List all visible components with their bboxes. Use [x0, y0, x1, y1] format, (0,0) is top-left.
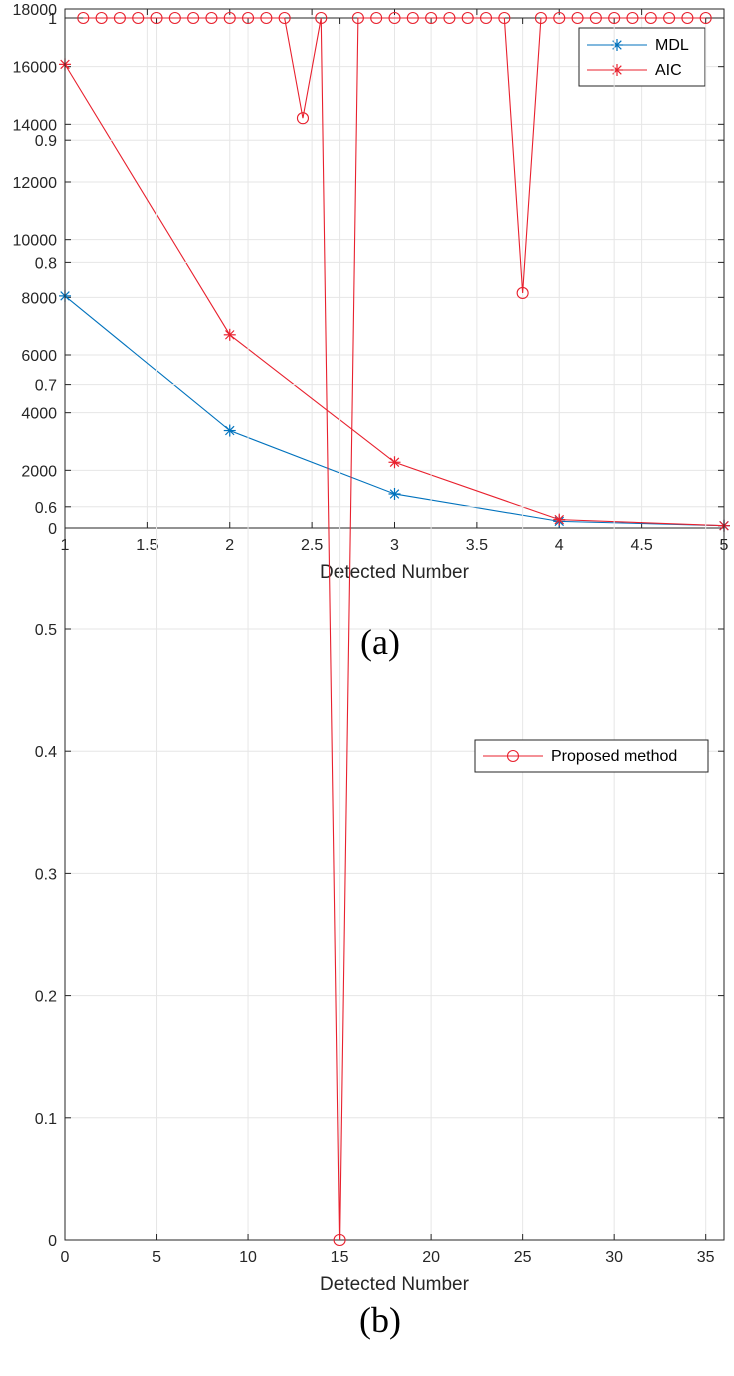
- x-tick-label: 30: [605, 1249, 623, 1266]
- x-tick-label: 2: [225, 537, 234, 554]
- y-tick-label: 0.5: [35, 622, 57, 639]
- chart-a: 1 1.5 2 2.5 3 3.5 4 4.5 502000400060008000100001…: [13, 2, 730, 583]
- x-tick-label: 35: [697, 1249, 715, 1266]
- data-point: [388, 487, 401, 500]
- data-point: [168, 11, 181, 25]
- data-point: [132, 11, 145, 25]
- data-point: [406, 11, 419, 25]
- y-tick-label: 0.8: [35, 255, 57, 272]
- data-point: [223, 328, 236, 341]
- y-tick-label: 0.2: [35, 989, 57, 1006]
- data-point: [113, 11, 126, 25]
- data-point: [516, 286, 529, 300]
- y-tick-label: 14000: [13, 117, 58, 134]
- legend-marker: [506, 749, 520, 763]
- x-tick-label: 4.5: [631, 537, 653, 554]
- legend: Proposed method: [474, 739, 709, 773]
- chart-b: 0 5 10 15 20 25 30 3500.10.20.30.40.50.60.70.80…: [35, 11, 725, 1295]
- data-point: [699, 11, 712, 25]
- y-tick-label: 4000: [21, 406, 57, 423]
- x-axis-label: Detected Number: [320, 1274, 470, 1295]
- legend: MDL AIC: [578, 27, 706, 87]
- data-point: [443, 11, 456, 25]
- y-tick-label: 0: [48, 1233, 57, 1250]
- data-point: [425, 11, 438, 25]
- data-point: [498, 11, 511, 25]
- data-point: [589, 11, 602, 25]
- data-point: [333, 1233, 346, 1247]
- data-point: [223, 11, 236, 25]
- y-tick-label: 0.3: [35, 866, 57, 883]
- y-tick-label: 10000: [13, 233, 58, 250]
- y-tick-label: 12000: [13, 175, 58, 192]
- data-point: [95, 11, 108, 25]
- data-point: [461, 11, 474, 25]
- x-tick-label: 4: [555, 537, 564, 554]
- data-point: [663, 11, 676, 25]
- y-tick-label: 6000: [21, 348, 57, 365]
- caption-b: (b): [359, 1300, 401, 1340]
- data-point: [681, 11, 694, 25]
- data-point: [534, 11, 547, 25]
- x-tick-label: 3.5: [466, 537, 488, 554]
- legend-entry-label: AIC: [655, 62, 682, 79]
- data-point: [553, 513, 566, 526]
- data-point: [370, 11, 383, 25]
- y-tick-label: 8000: [21, 290, 57, 307]
- data-point: [77, 11, 90, 25]
- data-point: [571, 11, 584, 25]
- y-tick-label: 1: [48, 11, 57, 28]
- y-tick-label: 18000: [13, 2, 58, 19]
- x-tick-label: 15: [331, 1249, 349, 1266]
- data-point: [608, 11, 621, 25]
- x-tick-label: 25: [514, 1249, 532, 1266]
- caption-a: (a): [360, 622, 400, 662]
- data-point: [278, 11, 291, 25]
- data-point: [388, 11, 401, 25]
- data-point: [553, 11, 566, 25]
- y-tick-label: 0.6: [35, 500, 57, 517]
- data-point: [351, 11, 364, 25]
- y-tick-label: 0.7: [35, 378, 57, 395]
- x-tick-label: 3: [390, 537, 399, 554]
- y-tick-label: 0: [48, 521, 57, 538]
- x-tick-label: 5: [152, 1249, 161, 1266]
- data-point: [626, 11, 639, 25]
- x-axis-label: Detected Number: [320, 562, 470, 583]
- data-point: [223, 424, 236, 437]
- data-point: [150, 11, 163, 25]
- data-point: [479, 11, 493, 25]
- legend-marker: [611, 64, 623, 76]
- x-tick-label: 2.5: [301, 537, 323, 554]
- data-point: [187, 11, 200, 25]
- data-point: [242, 11, 255, 25]
- y-tick-label: 2000: [21, 463, 57, 480]
- x-tick-label: 20: [422, 1249, 440, 1266]
- data-point: [260, 11, 273, 25]
- legend-box: [578, 27, 706, 87]
- legend-marker: [611, 39, 623, 51]
- x-tick-label: 0: [61, 1249, 70, 1266]
- data-point: [296, 112, 310, 125]
- x-tick-label: 1.5: [136, 537, 158, 554]
- data-point: [644, 11, 657, 25]
- y-tick-label: 16000: [13, 60, 58, 77]
- legend-entry-label: Proposed method: [551, 748, 677, 765]
- series-line-proposed-method: [83, 17, 706, 1241]
- data-point: [205, 11, 218, 25]
- data-point: [388, 456, 401, 469]
- data-point: [315, 11, 328, 25]
- y-tick-label: 0.1: [35, 1111, 57, 1128]
- legend-entry-label: MDL: [655, 37, 689, 54]
- x-tick-label: 10: [239, 1249, 257, 1266]
- y-tick-label: 0.9: [35, 133, 57, 150]
- y-tick-label: 0.4: [35, 744, 57, 761]
